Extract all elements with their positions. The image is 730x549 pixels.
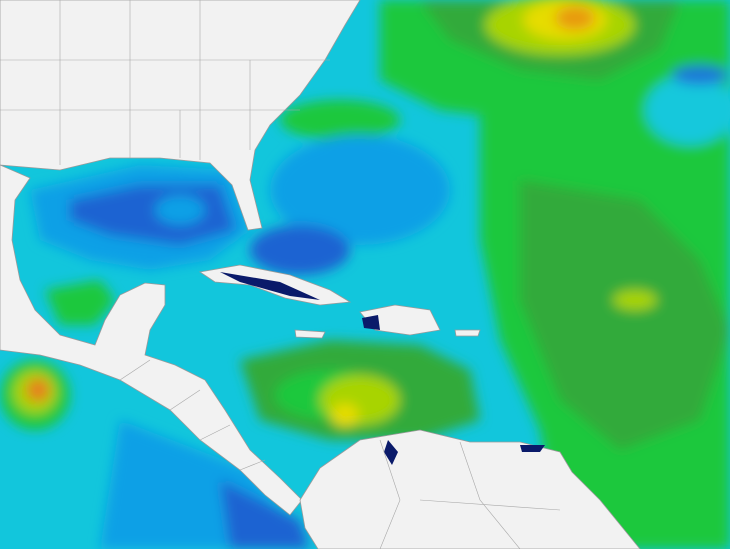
wave-zone xyxy=(220,480,310,549)
border xyxy=(0,0,330,165)
wave-zone xyxy=(280,100,400,140)
island xyxy=(454,329,481,337)
shelf xyxy=(384,440,398,465)
shelf xyxy=(520,445,545,452)
wave-zone xyxy=(26,378,50,402)
wave-zone xyxy=(270,135,450,245)
wave-zone xyxy=(331,403,359,427)
island xyxy=(359,304,441,336)
wave-zone xyxy=(155,195,205,225)
borders xyxy=(0,0,561,549)
wave-zone xyxy=(45,280,115,325)
land xyxy=(299,429,641,549)
border xyxy=(379,439,561,549)
wave-zone xyxy=(672,65,728,85)
wave-zone xyxy=(520,180,730,450)
island xyxy=(294,329,326,339)
border xyxy=(119,359,266,471)
wave-zone xyxy=(555,6,595,30)
wave-zone xyxy=(613,290,657,310)
wave-zone xyxy=(645,75,730,145)
shelf xyxy=(220,272,320,300)
wave-zone xyxy=(250,225,350,275)
shelf xyxy=(362,315,380,330)
